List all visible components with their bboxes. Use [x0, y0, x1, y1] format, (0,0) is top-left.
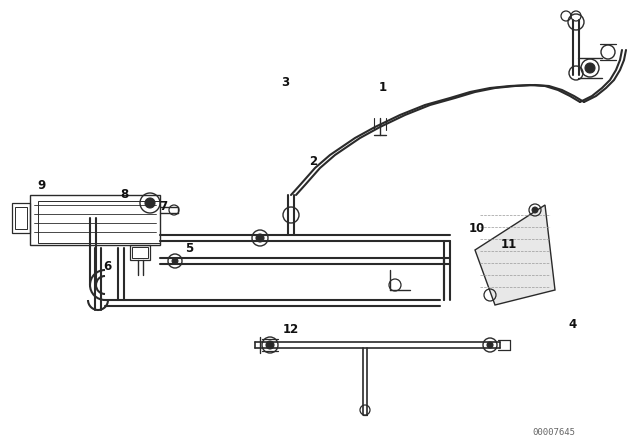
Bar — [15, 207, 27, 229]
Circle shape — [266, 341, 274, 349]
Circle shape — [256, 234, 264, 242]
Bar — [130, 245, 150, 260]
Circle shape — [145, 198, 155, 208]
Text: 10: 10 — [468, 222, 485, 235]
Circle shape — [172, 258, 178, 264]
Text: 5: 5 — [185, 242, 193, 255]
Text: 12: 12 — [283, 323, 300, 336]
Text: 11: 11 — [500, 237, 517, 251]
Text: 2: 2 — [310, 155, 317, 168]
Text: 1: 1 — [379, 81, 387, 94]
Circle shape — [532, 207, 538, 213]
Polygon shape — [475, 205, 555, 305]
Bar — [38, 201, 160, 243]
Bar — [132, 247, 148, 258]
Circle shape — [585, 63, 595, 73]
Text: 00007645: 00007645 — [532, 428, 575, 437]
Text: 9: 9 — [38, 179, 45, 193]
Text: 3: 3 — [281, 76, 289, 90]
Text: 6: 6 — [104, 260, 111, 273]
Text: 4: 4 — [569, 318, 577, 332]
Text: 7: 7 — [159, 199, 167, 213]
Text: 8: 8 — [121, 188, 129, 202]
Bar — [12, 203, 30, 233]
Bar — [30, 195, 160, 245]
Circle shape — [487, 342, 493, 348]
